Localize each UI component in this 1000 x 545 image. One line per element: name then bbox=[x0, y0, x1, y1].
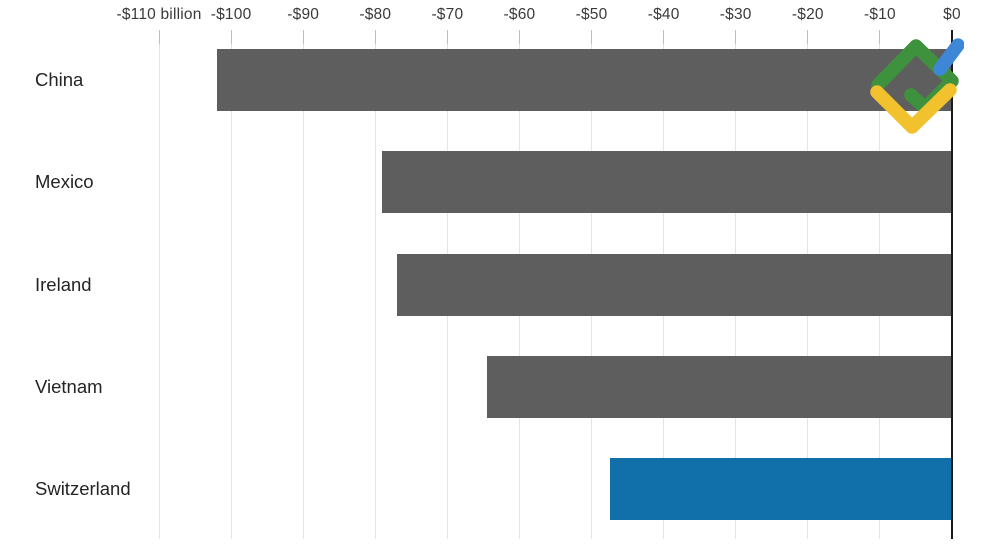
category-label-ireland: Ireland bbox=[35, 273, 92, 295]
axis-tick bbox=[879, 30, 881, 44]
x-axis-tick-label: -$100 bbox=[210, 6, 252, 23]
x-axis-tick-label: -$50 bbox=[575, 6, 608, 23]
zero-axis-line bbox=[951, 30, 953, 539]
logo-yellow-check bbox=[870, 83, 957, 134]
grid-line bbox=[374, 44, 376, 539]
grid-line bbox=[302, 44, 304, 539]
grid-line bbox=[158, 44, 160, 539]
axis-tick bbox=[807, 30, 809, 44]
category-label-switzerland: Switzerland bbox=[35, 478, 131, 499]
litefinance-logo bbox=[870, 38, 964, 134]
x-axis-tick-label: -$30 bbox=[719, 6, 752, 23]
x-axis-tick-label: -$90 bbox=[287, 6, 320, 23]
x-axis-tick-label: -$10 bbox=[863, 6, 896, 23]
x-axis-tick-label: -$20 bbox=[791, 6, 824, 23]
bar-switzerland bbox=[609, 458, 952, 520]
grid-line bbox=[230, 44, 232, 539]
axis-tick bbox=[518, 30, 520, 44]
category-label-mexico: Mexico bbox=[35, 171, 94, 193]
x-axis-tick-label: -$80 bbox=[359, 6, 392, 23]
axis-tick bbox=[663, 30, 665, 44]
axis-tick bbox=[591, 30, 593, 44]
bar-vietnam bbox=[487, 355, 952, 418]
x-axis-tick-label: -$40 bbox=[647, 6, 680, 23]
bar-china bbox=[216, 49, 952, 111]
category-label-china: China bbox=[35, 69, 84, 90]
axis-tick bbox=[230, 30, 232, 44]
x-axis-tick-label: -$70 bbox=[431, 6, 464, 23]
axis-tick bbox=[374, 30, 376, 44]
bar-ireland bbox=[396, 253, 952, 316]
axis-tick bbox=[735, 30, 737, 44]
category-label-vietnam: Vietnam bbox=[35, 375, 103, 397]
x-axis-tick-label: -$110 billion bbox=[116, 6, 202, 23]
axis-tick bbox=[158, 30, 160, 44]
x-axis-tick-label: $0 bbox=[943, 6, 961, 23]
axis-tick bbox=[302, 30, 304, 44]
x-axis-tick-label: -$60 bbox=[503, 6, 536, 23]
logo-green-diamond-check bbox=[871, 39, 959, 115]
bar-mexico bbox=[382, 151, 952, 214]
axis-tick bbox=[446, 30, 448, 44]
logo-blue-tick-tail bbox=[933, 38, 964, 76]
